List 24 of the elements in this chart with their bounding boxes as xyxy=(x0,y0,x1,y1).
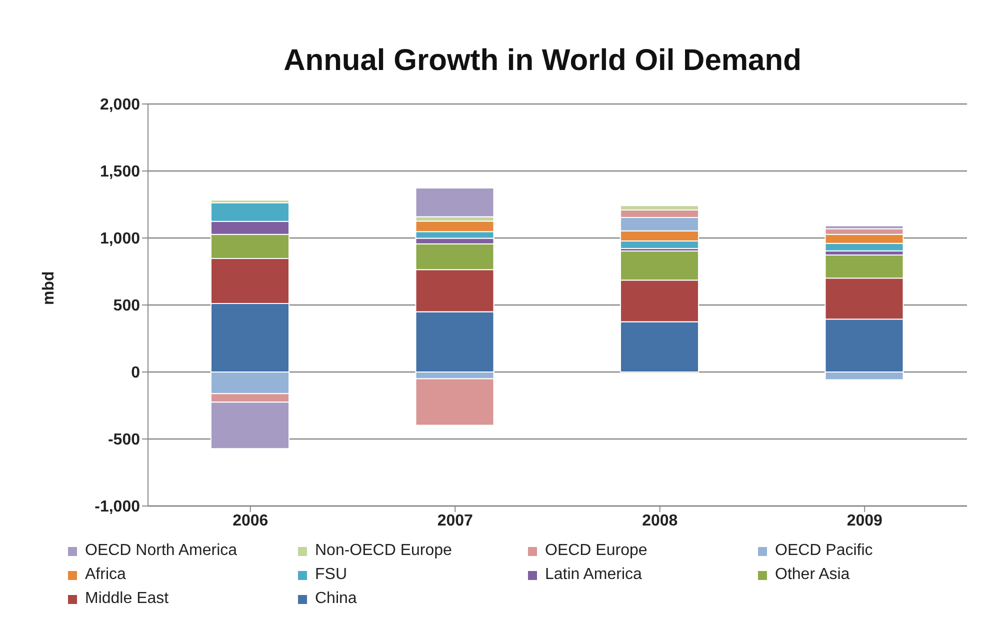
legend-label: OECD Europe xyxy=(545,542,648,560)
y-tick-label: 1,500 xyxy=(100,164,140,181)
legend-label: Middle East xyxy=(85,590,169,608)
legend-label: Africa xyxy=(85,566,126,584)
chart-title: Annual Growth in World Oil Demand xyxy=(282,43,802,79)
legend-label: Other Asia xyxy=(775,566,850,584)
bar xyxy=(415,188,494,218)
y-tick-label: 0 xyxy=(131,364,140,382)
y-tick-label: -500 xyxy=(108,432,140,449)
legend-label: China xyxy=(315,590,357,608)
y-tick-label: 2,000 xyxy=(100,96,140,114)
x-tick-label: 2006 xyxy=(232,512,268,530)
y-tick-label: 1,000 xyxy=(100,230,140,248)
y-tick-label: 500 xyxy=(113,298,140,315)
legend-label: Non-OECD Europe xyxy=(315,542,452,560)
y-axis-title: mbd xyxy=(40,271,58,305)
legend-label: Latin America xyxy=(545,566,642,584)
x-tick-label: 2008 xyxy=(642,512,678,530)
x-tick-label: 2009 xyxy=(846,512,883,530)
x-tick-label: 2007 xyxy=(437,512,474,530)
legend-label: FSU xyxy=(315,566,347,584)
y-tick-label: -1,000 xyxy=(94,498,140,516)
legend-label: OECD Pacific xyxy=(775,542,873,560)
legend-label: OECD North America xyxy=(85,542,238,560)
